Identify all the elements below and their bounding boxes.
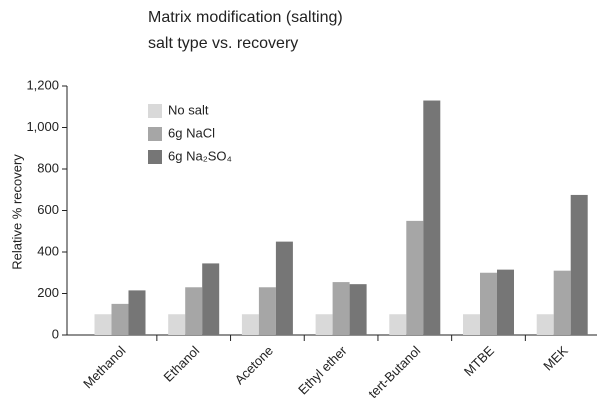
bar <box>128 290 146 335</box>
legend-label: 6g Na₂SO₄ <box>168 148 232 163</box>
y-tick-label: 400 <box>37 243 59 258</box>
bar <box>570 194 588 335</box>
bar <box>349 284 367 335</box>
x-tick-label: Methanol <box>80 343 129 392</box>
legend-label: No salt <box>168 102 209 117</box>
chart-subtitle: salt type vs. recovery <box>148 35 298 52</box>
bar <box>389 314 407 335</box>
bar <box>315 314 333 335</box>
y-tick-label: 1,200 <box>26 77 59 92</box>
chart-title: Matrix modification (salting) <box>148 9 343 26</box>
y-tick-label: 200 <box>37 285 59 300</box>
bar <box>480 272 497 335</box>
y-tick-label: 800 <box>37 160 59 175</box>
bar <box>185 287 203 335</box>
bar <box>111 303 129 335</box>
bar <box>406 220 424 335</box>
bar <box>423 100 441 336</box>
bar <box>168 314 186 335</box>
legend-label: 6g NaCl <box>168 125 215 140</box>
bar <box>202 263 220 335</box>
y-tick-label: 0 <box>52 326 59 341</box>
bar <box>94 314 112 335</box>
bar <box>536 314 554 335</box>
x-tick-label: Ethanol <box>160 343 202 385</box>
bar <box>332 282 350 335</box>
x-tick-label: Acetone <box>232 343 276 387</box>
bar <box>241 314 259 335</box>
bar <box>497 269 514 335</box>
x-tick-label: MEK <box>540 343 571 374</box>
y-tick-label: 600 <box>37 202 59 217</box>
bar <box>463 314 480 335</box>
x-tick-label: MTBE <box>461 343 497 379</box>
y-tick-label: 1,000 <box>26 119 59 134</box>
legend-swatch <box>148 104 162 118</box>
x-tick-label: Ethyl ether <box>295 342 350 397</box>
y-axis-label: Relative % recovery <box>9 154 24 270</box>
x-tick-label: tert-Butanol <box>365 343 423 401</box>
legend-swatch <box>148 150 162 164</box>
bar <box>275 241 293 335</box>
legend-swatch <box>148 127 162 141</box>
bar <box>258 287 276 335</box>
bar <box>553 270 571 335</box>
